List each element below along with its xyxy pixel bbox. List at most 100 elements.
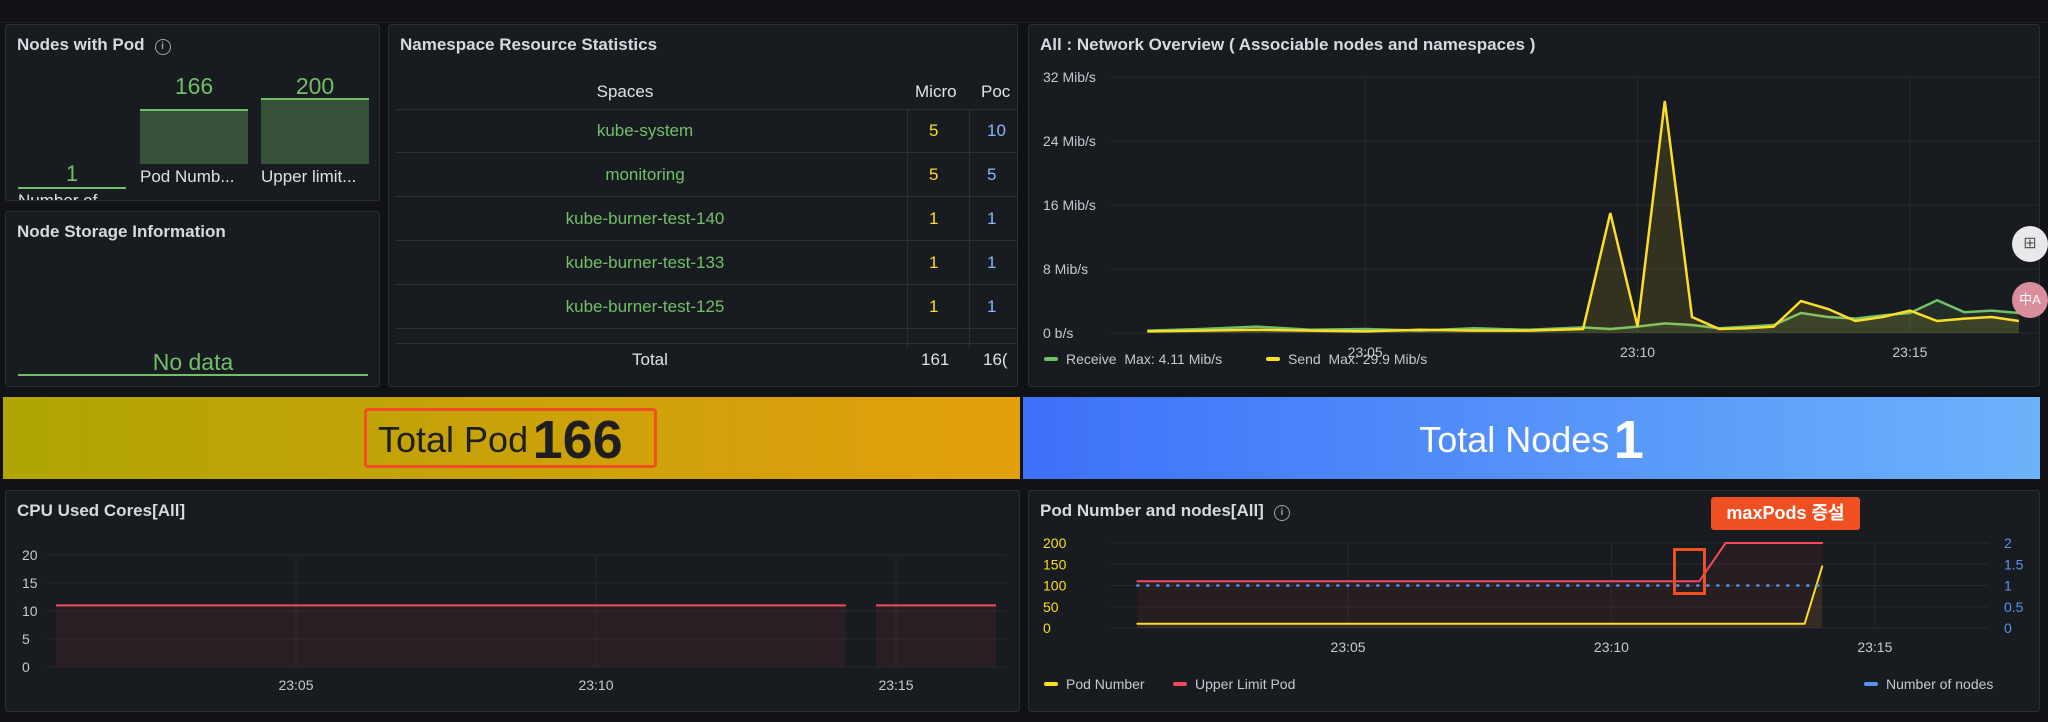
table-row[interactable]: kube-burner-test-140 1 1	[389, 197, 1017, 241]
series-area-receive	[1147, 300, 2019, 333]
col-header-micro[interactable]: Micro	[915, 82, 957, 101]
table-row[interactable]: monitoring 5 5	[389, 153, 1017, 197]
panel-title: Namespace Resource Statistics	[400, 35, 658, 54]
stat-bar	[140, 109, 248, 164]
cell-space: monitoring	[605, 165, 685, 184]
stat-label: Pod Numb...	[140, 167, 235, 186]
y-tick-label-left: 50	[1043, 599, 1059, 615]
y-tick-label: 8 Mib/s	[1043, 261, 1088, 277]
total-micro: 161	[921, 350, 950, 369]
series-area	[56, 605, 846, 667]
stat-label: Upper limit...	[261, 167, 357, 186]
info-icon[interactable]: i	[154, 39, 171, 55]
panel-title: Pod Number and nodes[All] i	[1040, 501, 1290, 521]
cell-pods: 1	[987, 253, 997, 272]
legend-pod-number[interactable]: Pod Number	[1044, 676, 1145, 692]
x-tick-label: 23:05	[278, 677, 313, 693]
cell-micro: 1	[929, 253, 939, 272]
x-tick-label: 23:10	[1620, 344, 1655, 360]
legend-swatch	[1044, 682, 1058, 686]
panel-title: Nodes with Pod i	[17, 35, 171, 55]
series-line-send	[1147, 100, 2020, 333]
stat-pod-number: 166 Pod Numb...	[140, 25, 248, 200]
header-divider	[395, 109, 1017, 110]
cell-pods: 10	[987, 121, 1006, 140]
cell-micro: 5	[929, 165, 939, 184]
cell-micro: 1	[929, 209, 939, 228]
panel-title: All : Network Overview ( Associable node…	[1040, 35, 1536, 54]
x-tick-label: 23:10	[1594, 639, 1629, 655]
total-pod-banner: Total Pod 166	[3, 397, 1020, 479]
cell-micro: 5	[929, 121, 939, 140]
stat-value: 200	[295, 73, 335, 99]
cell-micro: 1	[929, 297, 939, 316]
network-chart[interactable]: 0 b/s 8 Mib/s 16 Mib/s 24 Mib/s 32 Mib/s 23:0…	[1029, 65, 2039, 385]
col-divider	[907, 109, 908, 349]
x-tick-label: 23:05	[1331, 639, 1366, 655]
y-tick-label: 0 b/s	[1043, 325, 1073, 341]
legend-swatch	[1266, 357, 1280, 361]
no-data-text: No data	[152, 349, 234, 375]
row-divider	[395, 240, 1017, 241]
table-row[interactable]: kube-burner-test-125 1 1	[389, 285, 1017, 329]
row-divider	[395, 196, 1017, 197]
total-nodes-text: Total Nodes 1	[1023, 409, 2040, 471]
cpu-used-panel: CPU Used Cores[All] 0 5 10 15 20 23:05 23:10 23…	[5, 490, 1020, 712]
translate-icon[interactable]: 中A	[2012, 282, 2048, 318]
no-data-line	[18, 374, 368, 376]
top-bar	[0, 0, 2048, 23]
x-tick-label: 23:10	[578, 677, 613, 693]
total-pod-label: Total Pod	[378, 419, 529, 460]
y-tick-label: 5	[22, 631, 30, 647]
y-tick-label-right: 0	[2004, 620, 2012, 636]
x-tick-label: 23:05	[1348, 344, 1383, 360]
apps-add-icon[interactable]: ⊞	[2012, 226, 2048, 262]
stat-value: 166	[174, 73, 214, 99]
stat-number-of-nodes: 1 Number of ...	[18, 105, 126, 200]
total-pod-value: 166	[532, 410, 623, 470]
y-tick-label: 16 Mib/s	[1043, 197, 1096, 213]
col-header-pods[interactable]: Poc	[981, 82, 1011, 101]
cell-space: kube-burner-test-140	[565, 209, 725, 228]
table-row[interactable]: kube-burner-test-133 1 1	[389, 241, 1017, 285]
x-tick-label: 23:15	[1857, 639, 1892, 655]
cell-space: kube-burner-test-133	[565, 253, 725, 272]
stat-upper-limit: 200 Upper limit...	[261, 25, 369, 200]
col-header-spaces[interactable]: Spaces	[596, 82, 654, 101]
stat-bar	[261, 98, 369, 164]
info-icon[interactable]: i	[1273, 505, 1290, 521]
series-upper-limit-area	[1137, 543, 1823, 628]
y-tick-label-right: 2	[2004, 535, 2012, 551]
total-label: Total	[632, 350, 668, 369]
y-tick-label-left: 100	[1043, 578, 1067, 594]
y-tick-label: 15	[22, 575, 38, 591]
x-tick-label: 23:15	[1892, 344, 1927, 360]
legend-swatch	[1864, 682, 1878, 686]
y-tick-label: 0	[22, 659, 30, 675]
table-row[interactable]: kube-system 5 10	[389, 109, 1017, 153]
legend-upper-limit[interactable]: Upper Limit Pod	[1173, 676, 1295, 692]
cell-space: kube-system	[596, 121, 694, 140]
row-divider	[395, 152, 1017, 153]
pod-nodes-chart[interactable]: 0 50 100 150 200 0 0.5 1 1.5 2 23:05 23:10 23:15	[1029, 531, 2039, 671]
cell-pods: 1	[987, 297, 997, 316]
series-upper-limit-line	[1136, 542, 1824, 583]
total-nodes-banner: Total Nodes 1	[1023, 397, 2040, 479]
y-tick-label: 24 Mib/s	[1043, 133, 1096, 149]
total-divider	[395, 343, 1017, 344]
pod-nodes-panel: Pod Number and nodes[All] i 0 50 100 150 200 0…	[1028, 490, 2040, 712]
cell-pods: 5	[987, 165, 997, 184]
legend-swatch	[1173, 682, 1187, 686]
total-pod-text: Total Pod 166	[378, 409, 623, 471]
legend-receive[interactable]: Receive Max: 4.11 Mib/s	[1044, 351, 1222, 367]
legend-number-of-nodes[interactable]: Number of nodes	[1864, 676, 1993, 692]
series-pod-number-line	[1136, 565, 1824, 625]
namespace-stats-panel: Namespace Resource Statistics Spaces Mic…	[388, 24, 1018, 387]
y-tick-label-left: 200	[1043, 535, 1067, 551]
y-tick-label-right: 0.5	[2004, 599, 2024, 615]
nodes-with-pod-panel: Nodes with Pod i 1 Number of ... 166 Pod …	[5, 24, 380, 201]
cpu-chart[interactable]: 0 5 10 15 20 23:05 23:10 23:15	[6, 531, 1019, 711]
y-tick-label-left: 150	[1043, 556, 1067, 572]
y-tick-label: 10	[22, 603, 38, 619]
legend-send[interactable]: Send Max: 29.9 Mib/s	[1266, 351, 1427, 367]
